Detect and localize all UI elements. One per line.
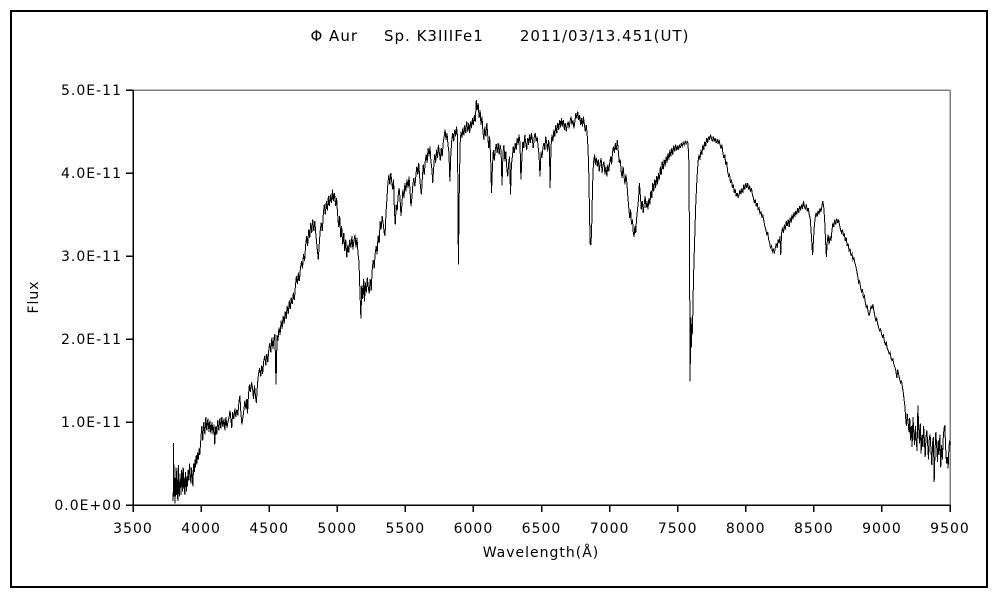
x-tick-label: 7500 xyxy=(658,521,698,537)
x-tick-label: 5000 xyxy=(317,521,357,537)
x-tick-label: 8500 xyxy=(794,521,834,537)
outer-border xyxy=(10,10,988,588)
x-tick-label: 7000 xyxy=(590,521,630,537)
x-tick-label: 4500 xyxy=(249,521,289,537)
x-tick-label: 8000 xyxy=(726,521,766,537)
y-tick-label: 5.0E-11 xyxy=(61,83,122,99)
y-tick-label: 3.0E-11 xyxy=(61,249,122,265)
spectrum-line xyxy=(172,99,951,504)
x-tick-label: 5500 xyxy=(386,521,426,537)
x-tick-label: 6000 xyxy=(454,521,494,537)
x-tick-label: 9500 xyxy=(930,521,970,537)
y-tick-label: 0.0E+00 xyxy=(54,498,122,514)
spectral-type: Sp. K3IIIFe1 xyxy=(384,27,484,45)
star-name: Φ Aur xyxy=(310,27,358,45)
x-tick-label: 4000 xyxy=(181,521,221,537)
y-tick-label: 1.0E-11 xyxy=(61,415,122,431)
observation-date: 2011/03/13.451(UT) xyxy=(519,27,690,45)
x-axis-title: Wavelength(Å) xyxy=(482,545,600,561)
x-tick-label: 9000 xyxy=(862,521,902,537)
x-tick-label: 6500 xyxy=(522,521,562,537)
chart-title: Φ Aur Sp. K3IIIFe1 2011/03/13.451(UT) xyxy=(0,27,1000,45)
y-tick-label: 4.0E-11 xyxy=(61,166,122,182)
y-tick-label: 2.0E-11 xyxy=(61,332,122,348)
x-tick-label: 3500 xyxy=(113,521,153,537)
